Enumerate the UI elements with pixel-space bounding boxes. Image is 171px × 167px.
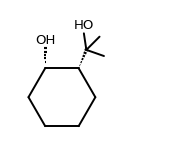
Text: HO: HO: [74, 19, 94, 32]
Text: OH: OH: [35, 34, 55, 47]
